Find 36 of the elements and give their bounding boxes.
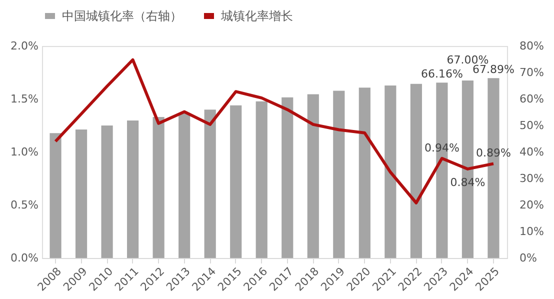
bar [384,85,396,258]
data-label: 0.89% [476,146,511,160]
y2-tick-label: 30% [520,172,544,185]
y-tick-label: 0.0% [10,252,38,264]
bar [75,129,88,258]
y2-tick-label: 0% [520,252,537,264]
y2-tick-label: 70% [520,66,544,79]
bar [50,133,62,258]
data-label: 0.94% [424,141,460,154]
y-tick-label: 1.0% [10,146,38,158]
bar [410,84,422,258]
bar [178,113,190,258]
data-label: 67.89% [472,63,514,76]
y2-tick-label: 10% [520,225,544,238]
bar [127,120,139,258]
bar [256,101,268,258]
y2-tick-label: 40% [520,146,544,158]
bar [230,105,242,258]
y2-tick-label: 80% [520,40,544,52]
bar [152,117,164,258]
bar [358,88,370,258]
data-label: 0.84% [450,176,486,189]
bar [282,97,294,258]
legend-label: 城镇化率增长 [220,9,293,23]
y2-tick-label: 50% [520,119,544,132]
bar [307,94,319,258]
y-tick-label: 1.5% [10,92,38,106]
bar [204,110,216,258]
data-label: 66.16% [420,68,463,81]
y-tick-label: 2.0% [10,40,38,52]
bar [101,126,113,258]
y2-tick-label: 20% [520,198,544,212]
legend-label: 中国城镇化率（右轴） [62,9,182,23]
y2-tick-label: 60% [520,92,544,106]
bar [333,90,345,258]
y-tick-label: 0.5% [10,198,38,212]
